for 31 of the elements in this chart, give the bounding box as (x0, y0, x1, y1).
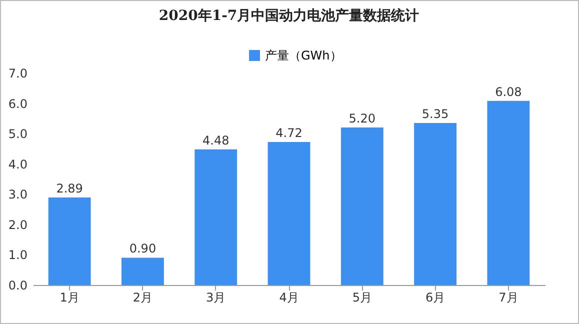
y-tick-label: 6.0 (8, 96, 28, 111)
data-label: 4.48 (202, 133, 230, 148)
y-tick-label: 5.0 (8, 127, 28, 142)
bar (194, 149, 238, 285)
x-tick-label: 4月 (279, 290, 299, 304)
bar (268, 142, 310, 285)
bar (122, 258, 164, 285)
data-label: 5.20 (348, 112, 376, 126)
x-tick-label: 7月 (498, 290, 518, 304)
y-tick-label: 1.0 (8, 248, 28, 262)
y-tick-label: 4.0 (8, 157, 28, 172)
x-tick-label: 5月 (352, 290, 372, 304)
data-label: 2.89 (56, 181, 83, 196)
bar (48, 197, 91, 285)
bar (340, 128, 384, 285)
data-label: 6.08 (495, 84, 522, 99)
bar (487, 100, 530, 285)
bar (414, 122, 456, 285)
y-tick-label: 7.0 (8, 66, 28, 80)
x-tick-label: 1月 (60, 290, 80, 304)
data-label: 5.35 (422, 106, 449, 121)
data-label: 0.90 (129, 242, 156, 256)
x-tick-label: 6月 (425, 290, 446, 304)
data-label: 4.72 (276, 126, 302, 140)
y-tick-label: 3.0 (8, 188, 28, 202)
x-tick-label: 2月 (132, 290, 153, 304)
chart-title: 2020年1-7月中国动力电池产量数据统计 (158, 7, 420, 24)
y-tick-label: 0.0 (8, 278, 28, 292)
legend-label: 产量（GWh） (265, 48, 342, 62)
x-tick-label: 3月 (206, 290, 226, 304)
y-tick-label: 2.0 (8, 218, 28, 232)
